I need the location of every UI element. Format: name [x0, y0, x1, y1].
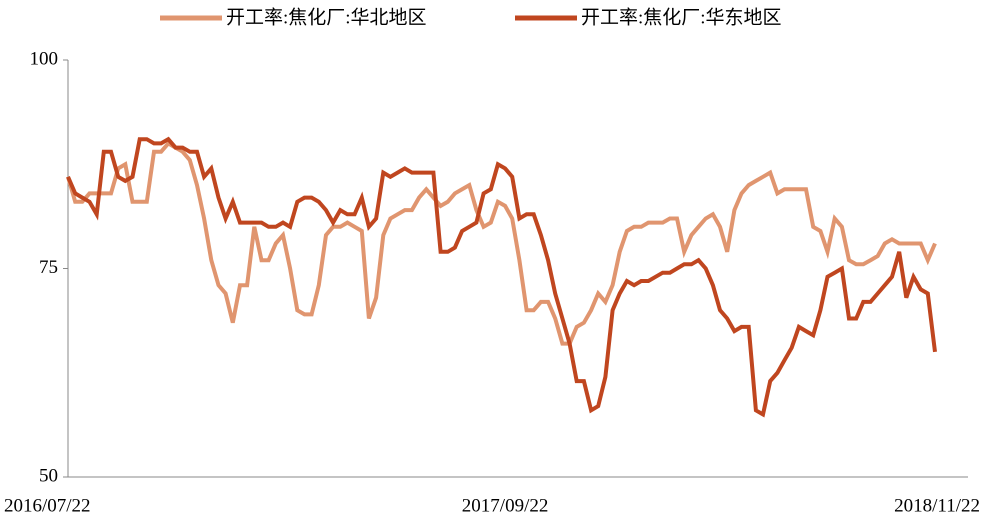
x-tick-label: 2018/11/22 — [894, 495, 980, 516]
y-tick-label: 100 — [30, 48, 59, 69]
y-tick-label: 75 — [39, 257, 58, 278]
series-line — [66, 140, 937, 346]
x-tick-label: 2017/09/22 — [462, 495, 549, 516]
y-tick-label: 50 — [39, 465, 58, 486]
series-line — [66, 136, 937, 418]
legend-label: 开工率:焦化厂:华北地区 — [226, 6, 427, 28]
x-tick-label: 2016/07/22 — [4, 495, 91, 516]
legend-label: 开工率:焦化厂:华东地区 — [581, 6, 782, 28]
